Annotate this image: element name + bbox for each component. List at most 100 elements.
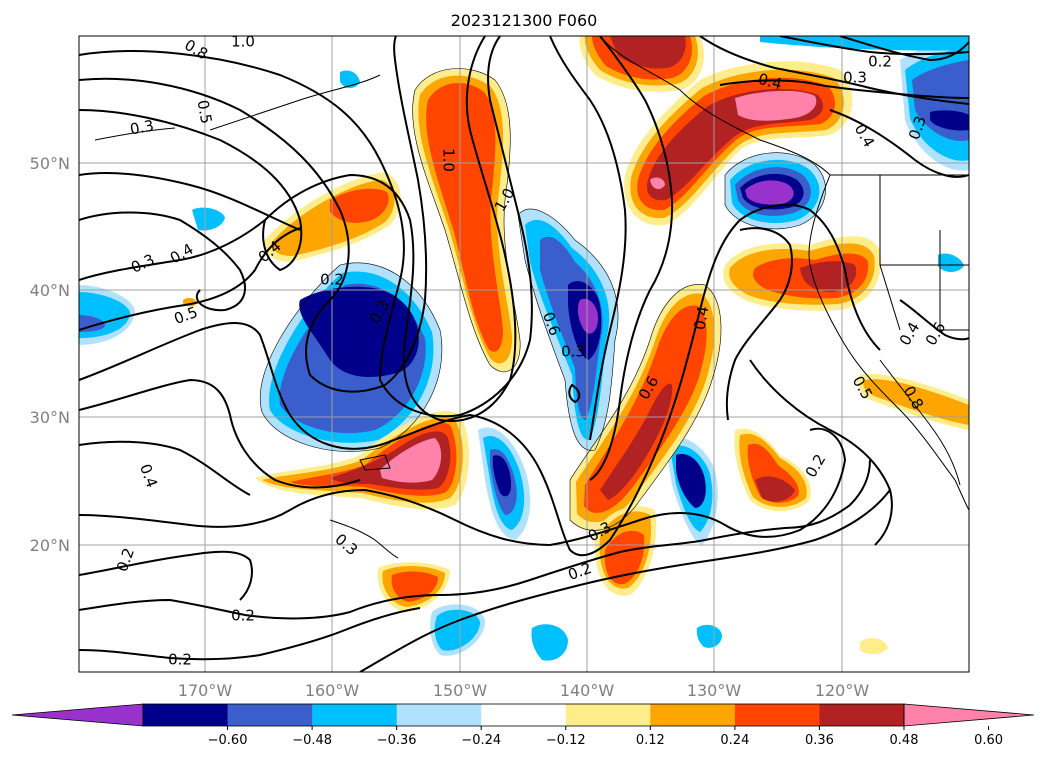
anomaly-neg-4 [299,286,419,377]
colorbar-tick-label: −0.48 [292,733,332,748]
contour-4 [79,172,301,231]
contour-15 [359,489,891,672]
lat-label-30n: 30°N [30,408,70,427]
contour-14 [79,607,421,661]
lon-label-120w: 120°W [815,681,870,700]
contour-label: 0.4 [756,70,784,94]
contour-26 [568,383,581,404]
outline-neg-3 [724,152,826,230]
colorbar-tick-label: 0.60 [974,733,1003,748]
contour-2 [79,36,428,393]
north-america-coast [599,36,969,511]
aleutian-islands [209,74,381,131]
outline-pos-1 [412,68,521,373]
colorbar-swatch [227,704,313,726]
lon-label-140w: 140°W [560,681,615,700]
outline-pos-2 [569,284,722,531]
lat-label-40n: 40°N [30,281,70,300]
outline-neg-2 [517,208,619,451]
colorbar-tick-label: 0.24 [720,733,749,748]
map-area: 1.00.80.50.30.3 0.40.50.40.20.31.01.00.60… [79,33,969,672]
shaded-field [79,36,969,661]
map-frame [78,35,970,673]
island-outline [359,454,391,471]
contour-7 [79,227,301,331]
contour-20 [839,36,969,62]
contour-12 [79,550,253,601]
lat-label-20n: 20°N [30,536,70,555]
contour-label: 0.2 [868,53,892,71]
anomaly-neg-32 [531,624,568,661]
contour-8 [79,203,881,557]
contour-19 [719,79,969,99]
anomaly-neg-21 [745,180,794,205]
lon-label-130w: 130°W [687,681,742,700]
anomaly-neg-16 [676,453,706,508]
anomaly-pos-35 [863,379,969,425]
figure-title: 2023121300 F060 [451,11,598,30]
anomaly-pos-14 [584,305,707,513]
colorbar-swatch [396,704,482,726]
contour-label: 0.4 [691,305,713,332]
contour-label: 0.5 [194,99,216,126]
colorbar-extend-high [903,703,1035,727]
contour-16 [549,36,627,441]
colorbar-swatch [734,704,820,726]
colorbar-frame [142,703,905,727]
contour-label: 0.3 [561,343,585,361]
contour-label: 1.0 [231,33,255,51]
colorbar-tick-label: 0.48 [890,733,919,748]
colorbar-tick-label: −0.12 [546,733,586,748]
contour-9 [79,378,361,489]
contour-label: 1.0 [440,148,458,172]
anomaly-neg-25 [930,110,969,131]
lon-label-150w: 150°W [433,681,488,700]
anomaly-pos-11 [380,438,442,483]
colorbar-tick-label: −0.36 [377,733,417,748]
anomaly-outlines [260,68,826,531]
anomaly-neg-36 [340,70,360,88]
contour-5 [79,211,246,312]
contour-21 [779,36,969,56]
contour-label: 0.3 [843,69,867,87]
lat-labels: 50°N 40°N 30°N 20°N [30,154,70,555]
baja-coast [879,359,961,486]
contour-lines [79,36,969,672]
contour-1 [79,36,533,418]
colorbar-tick-label: 0.36 [805,733,834,748]
hawaiian-islands [329,519,399,559]
colorbar-swatch [565,704,651,726]
contour-label: 0.2 [168,651,192,669]
anomaly-pos-21 [650,177,665,190]
outline-neg-1 [260,262,443,452]
contour-23 [899,299,969,341]
colorbar-tick-label: −0.24 [461,733,501,748]
anomaly-pos-33 [755,476,795,502]
graticule [79,36,969,672]
anomaly-pos-20 [735,90,817,121]
colorbar-tick-label: −0.60 [208,733,248,748]
contour-13 [79,459,871,620]
anomaly-neg-33 [696,624,722,648]
contour-10 [79,440,251,496]
anomaly-neg-13 [492,455,512,497]
lon-labels: 170°W 160°W 150°W 140°W 130°W 120°W [178,681,870,700]
contour-6 [79,36,517,422]
anomaly-pos-15 [600,383,673,500]
contour-label: 0.3 [129,117,156,139]
anomaly-pos-38 [604,530,645,585]
contour-label: 0.2 [320,271,344,289]
contour-25 [725,227,793,421]
colorbar-swatch [650,704,736,726]
borders [830,174,969,331]
map-background [79,36,969,672]
contour-3 [79,109,303,272]
colorbar-extend-low [11,703,144,727]
lon-label-160w: 160°W [305,681,360,700]
anomaly-pos-42 [860,638,888,655]
anomaly-pos-6 [330,188,389,223]
contour-22 [829,109,969,178]
colorbar-tick-label: 0.12 [636,733,665,748]
lon-label-170w: 170°W [178,681,233,700]
anomaly-neg-35 [938,253,964,272]
